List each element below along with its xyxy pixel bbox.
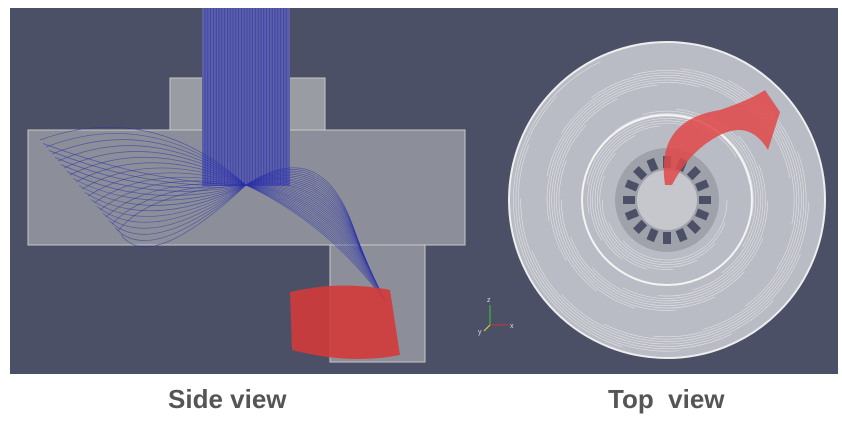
axis-label: y: [478, 329, 482, 336]
figure: z y x Side view Top view: [0, 0, 842, 421]
red-flow: [290, 285, 400, 359]
caption: Top view: [608, 384, 725, 415]
axis-label: z: [487, 297, 491, 304]
hub-slot: [663, 232, 671, 244]
hub-slot: [623, 196, 635, 204]
top-view: [509, 42, 825, 358]
axis-label: x: [510, 323, 514, 330]
inlet-pipe: [202, 8, 290, 186]
caption: Side view: [168, 384, 287, 415]
render: z y x: [0, 0, 842, 380]
hub-slot: [699, 196, 711, 204]
